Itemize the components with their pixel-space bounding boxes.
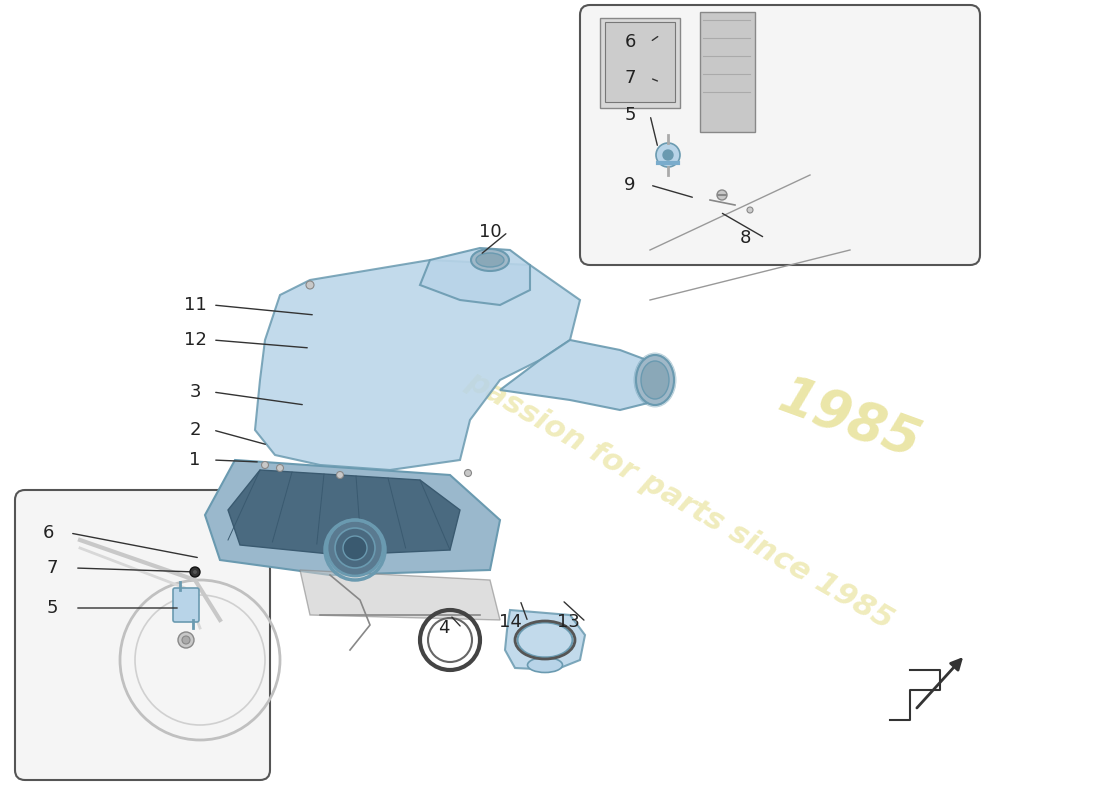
Polygon shape	[500, 340, 660, 410]
FancyBboxPatch shape	[600, 18, 680, 108]
Text: 5: 5	[46, 599, 57, 617]
Text: 10: 10	[478, 223, 502, 241]
Text: 2: 2	[189, 421, 200, 439]
Circle shape	[327, 520, 383, 576]
Circle shape	[182, 636, 190, 644]
Ellipse shape	[471, 249, 509, 271]
Text: 14: 14	[498, 613, 521, 631]
FancyBboxPatch shape	[580, 5, 980, 265]
Circle shape	[747, 207, 754, 213]
Ellipse shape	[636, 355, 674, 405]
Circle shape	[464, 470, 472, 477]
Circle shape	[717, 190, 727, 200]
Circle shape	[343, 536, 367, 560]
Text: 9: 9	[625, 176, 636, 194]
Circle shape	[336, 528, 375, 568]
Polygon shape	[205, 460, 500, 575]
Text: 8: 8	[739, 229, 750, 247]
Text: 11: 11	[184, 296, 207, 314]
Polygon shape	[300, 570, 500, 620]
Text: 12: 12	[184, 331, 207, 349]
Circle shape	[190, 567, 200, 577]
Circle shape	[337, 471, 343, 478]
FancyBboxPatch shape	[700, 12, 755, 132]
Text: passion for parts since 1985: passion for parts since 1985	[461, 366, 899, 634]
Text: 5: 5	[625, 106, 636, 124]
Ellipse shape	[641, 361, 669, 399]
Text: 3: 3	[189, 383, 200, 401]
Circle shape	[276, 465, 284, 471]
Text: 6: 6	[42, 524, 54, 542]
Text: 4: 4	[438, 619, 450, 637]
FancyBboxPatch shape	[605, 22, 675, 102]
Circle shape	[262, 462, 268, 469]
Ellipse shape	[476, 253, 504, 267]
FancyBboxPatch shape	[15, 490, 270, 780]
Text: 6: 6	[625, 33, 636, 51]
Ellipse shape	[528, 658, 562, 673]
Circle shape	[656, 143, 680, 167]
Circle shape	[178, 632, 194, 648]
FancyBboxPatch shape	[173, 588, 199, 622]
Circle shape	[192, 570, 198, 574]
Text: 13: 13	[557, 613, 580, 631]
Text: 7: 7	[46, 559, 57, 577]
Circle shape	[663, 150, 673, 160]
Text: 1985: 1985	[772, 370, 928, 470]
Polygon shape	[505, 610, 585, 670]
Circle shape	[306, 281, 313, 289]
Polygon shape	[420, 248, 530, 305]
Text: 1: 1	[189, 451, 200, 469]
Polygon shape	[255, 260, 580, 470]
Polygon shape	[228, 470, 460, 555]
Text: 7: 7	[625, 69, 636, 87]
